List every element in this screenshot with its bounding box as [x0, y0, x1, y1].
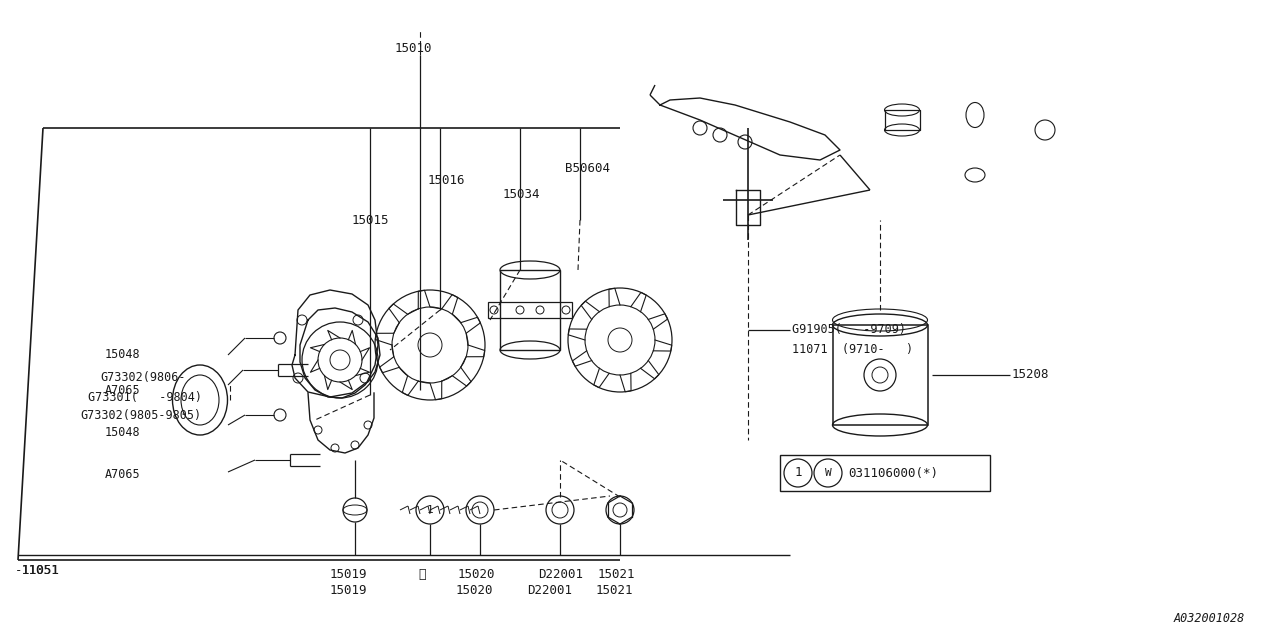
- Text: G73301(   -9804): G73301( -9804): [88, 390, 202, 403]
- Text: 15020: 15020: [458, 568, 495, 582]
- Text: G73302(9805-9805): G73302(9805-9805): [79, 410, 201, 422]
- Text: W: W: [824, 468, 832, 478]
- Text: 15015: 15015: [352, 214, 389, 227]
- Text: 15016: 15016: [428, 173, 466, 186]
- Text: 1: 1: [426, 505, 434, 515]
- Text: G91905(   -9709): G91905( -9709): [792, 323, 906, 337]
- Text: 15020: 15020: [456, 584, 494, 596]
- Text: 11071  (9710-   ): 11071 (9710- ): [792, 344, 913, 356]
- Text: -11051: -11051: [15, 563, 60, 577]
- Text: 15021: 15021: [596, 584, 634, 596]
- Bar: [488, 302, 572, 318]
- Text: 15010: 15010: [396, 42, 433, 54]
- Text: 15019: 15019: [330, 568, 367, 582]
- Text: A7065: A7065: [105, 468, 141, 481]
- Bar: [833, 325, 928, 425]
- Bar: [500, 270, 561, 350]
- Text: D22001: D22001: [538, 568, 582, 582]
- Text: D22001: D22001: [527, 584, 572, 596]
- Text: 15048: 15048: [105, 426, 141, 438]
- Text: A032001028: A032001028: [1174, 612, 1245, 625]
- Text: G73302(9806-: G73302(9806-: [100, 371, 186, 385]
- Text: 15021: 15021: [598, 568, 635, 582]
- Text: 031106000(*): 031106000(*): [849, 467, 938, 479]
- Text: 15034: 15034: [503, 189, 540, 202]
- Text: A7065: A7065: [105, 383, 141, 397]
- Text: 15208: 15208: [1012, 369, 1050, 381]
- Text: 15048: 15048: [105, 349, 141, 362]
- Text: 15019: 15019: [330, 584, 367, 596]
- Text: 1: 1: [795, 467, 801, 479]
- Text: B50604: B50604: [564, 161, 611, 175]
- Text: 11051: 11051: [22, 563, 59, 577]
- Bar: [780, 455, 989, 491]
- Text: ①: ①: [419, 568, 425, 582]
